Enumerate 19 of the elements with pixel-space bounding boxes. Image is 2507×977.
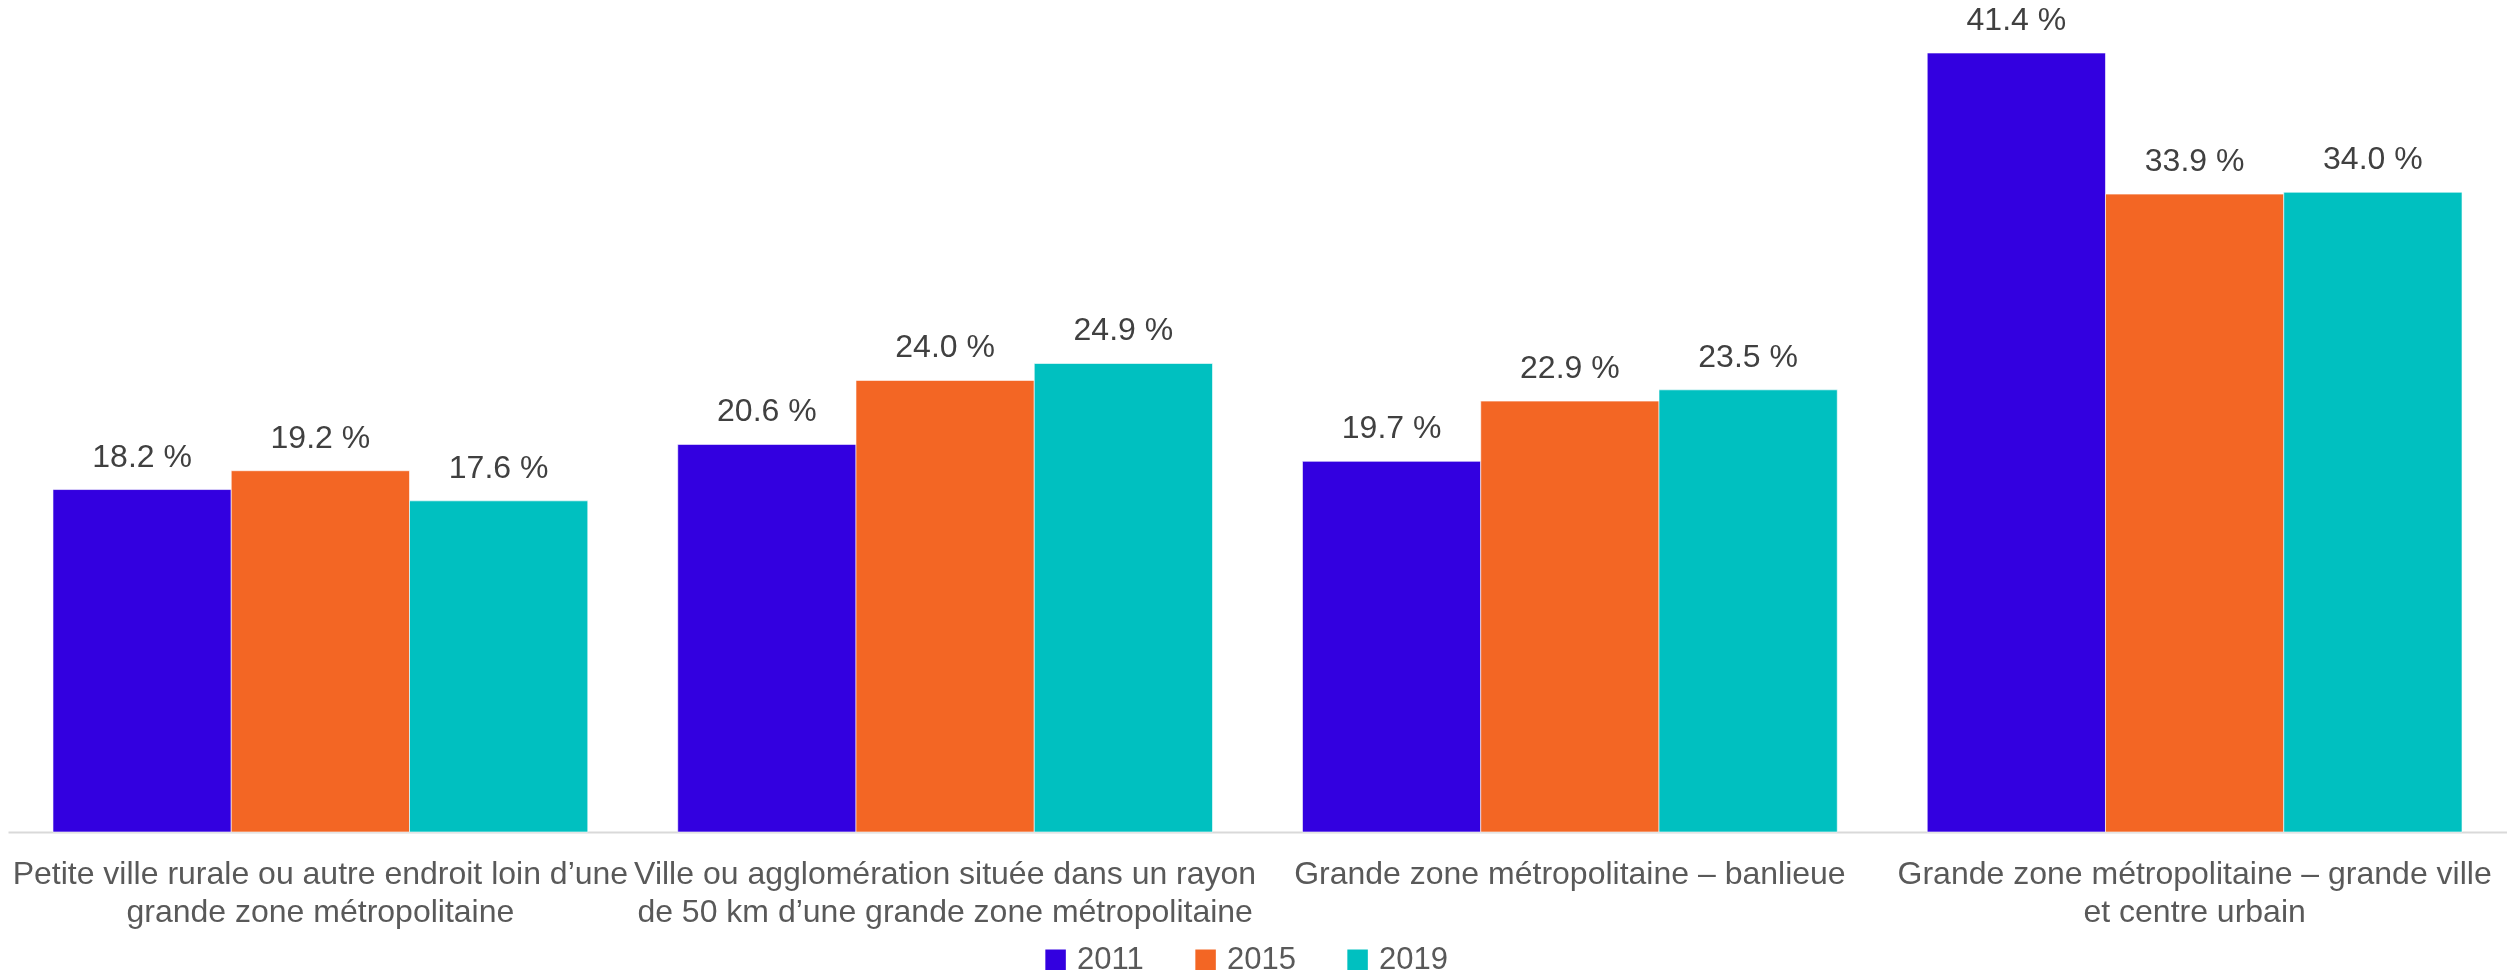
data-label: 24.9 % [1073,311,1174,348]
data-label: 41.4 % [1966,1,2067,37]
data-label: 18.2 % [92,437,192,474]
data-label: 19.2 % [270,418,371,455]
legend-label: 2011 [1077,940,1144,976]
data-label: 19.7 % [1341,409,1442,446]
data-label: 17.6 % [448,448,549,485]
x-tick-label: Grande zone métropolitaine – grande ville et centre urbain [1897,854,2492,929]
x-tick-label: Ville ou agglomération située dans un rayon de 50 km d’une grande zone métropolitaine [634,854,1257,929]
legend-label: 2019 [1379,940,1449,976]
data-label: 34.0 % [2323,140,2423,177]
data-label: 23.5 % [1698,337,1798,374]
legend-label: 2015 [1227,940,1297,976]
x-tick-label: Grande zone métropolitaine – banlieue [1294,854,1846,891]
data-label: 24.0 % [895,328,995,365]
data-label: 22.9 % [1520,349,1620,386]
data-label: 33.9 % [2144,142,2245,179]
data-label: 20.6 % [717,392,817,429]
x-tick-label: Petite ville rurale ou autre endroit loin d’une grande zone métropolitaine [12,854,629,929]
